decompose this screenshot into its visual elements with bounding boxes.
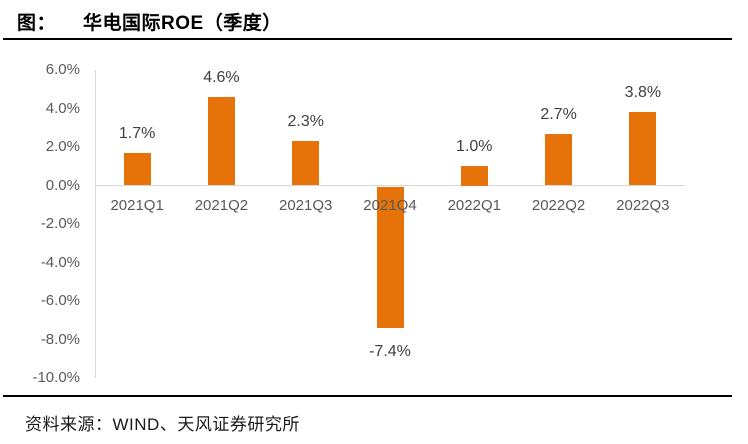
y-axis-tick-label: 6.0% [45, 61, 80, 78]
y-axis-line [95, 70, 96, 378]
y-axis-tick-label: -10.0% [32, 369, 80, 386]
chart-title-prefix: 图： [17, 13, 57, 34]
bar [292, 141, 320, 186]
bar [460, 166, 488, 186]
y-axis-tick-label: -2.0% [40, 215, 80, 232]
chart-title-text: 华电国际ROE（季度） [83, 13, 282, 34]
bar-value-label: 3.8% [624, 84, 662, 102]
y-axis-tick-label: -8.0% [40, 330, 80, 348]
bar [545, 133, 573, 186]
bar [123, 152, 151, 186]
x-axis-label: 2021Q2 [194, 197, 249, 214]
bar-value-label: -7.4% [369, 342, 411, 360]
y-axis-tick-label: -4.0% [40, 253, 80, 271]
source-note: 资料来源：WIND、天风证券研究所 [25, 415, 300, 434]
x-axis-label: 2021Q3 [279, 197, 333, 214]
y-axis-tick-label: 0.0% [45, 176, 80, 194]
bar [376, 186, 404, 328]
y-axis-tick-label: 2.0% [45, 138, 80, 155]
bar-value-label: 2.3% [287, 113, 324, 131]
x-axis-label: 2022Q2 [531, 197, 586, 214]
bar [629, 112, 657, 186]
bar-value-label: 1.7% [118, 124, 156, 142]
title-divider-line [3, 38, 732, 40]
bar-value-label: 4.6% [203, 68, 240, 86]
x-axis-label: 2022Q3 [616, 197, 670, 214]
x-axis-label: 2022Q1 [447, 197, 501, 214]
footer-divider-line [3, 395, 732, 397]
y-axis-tick-label: -6.0% [40, 292, 80, 309]
zero-baseline [95, 185, 685, 186]
bar-value-label: 2.7% [540, 105, 577, 123]
x-axis-label: 2021Q4 [363, 197, 417, 214]
chart-title: 图： 华电国际ROE（季度） [17, 8, 282, 35]
bar [207, 96, 235, 186]
x-axis-label: 2021Q1 [110, 197, 164, 214]
y-axis-tick-label: 4.0% [45, 99, 80, 117]
bar-value-label: 1.0% [456, 138, 493, 156]
